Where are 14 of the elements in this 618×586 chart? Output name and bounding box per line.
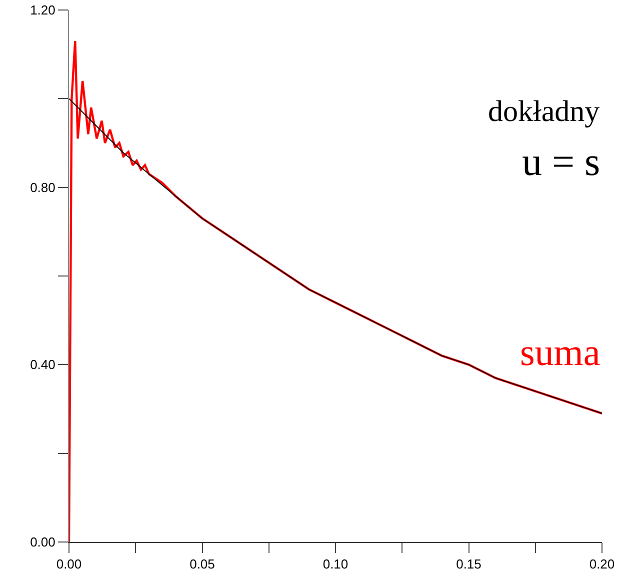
x-tick-label: 0.20 bbox=[589, 556, 615, 572]
series-label: suma bbox=[520, 332, 600, 374]
y-tick-label: 1.20 bbox=[30, 2, 56, 18]
y-tick-label: 0.00 bbox=[30, 534, 56, 550]
x-tick-label: 0.15 bbox=[456, 556, 482, 572]
x-tick-label: 0.05 bbox=[190, 556, 215, 572]
y-tick-label: 0.80 bbox=[30, 180, 56, 195]
text: dokładny bbox=[488, 95, 600, 128]
x-tick-label: 0.10 bbox=[322, 556, 348, 572]
line-series bbox=[69, 98, 602, 414]
line-series bbox=[69, 40, 602, 542]
y-tick-label: 0.40 bbox=[30, 357, 56, 372]
x-tick-label: 0.00 bbox=[56, 556, 82, 572]
annotation: u = s bbox=[522, 139, 600, 184]
